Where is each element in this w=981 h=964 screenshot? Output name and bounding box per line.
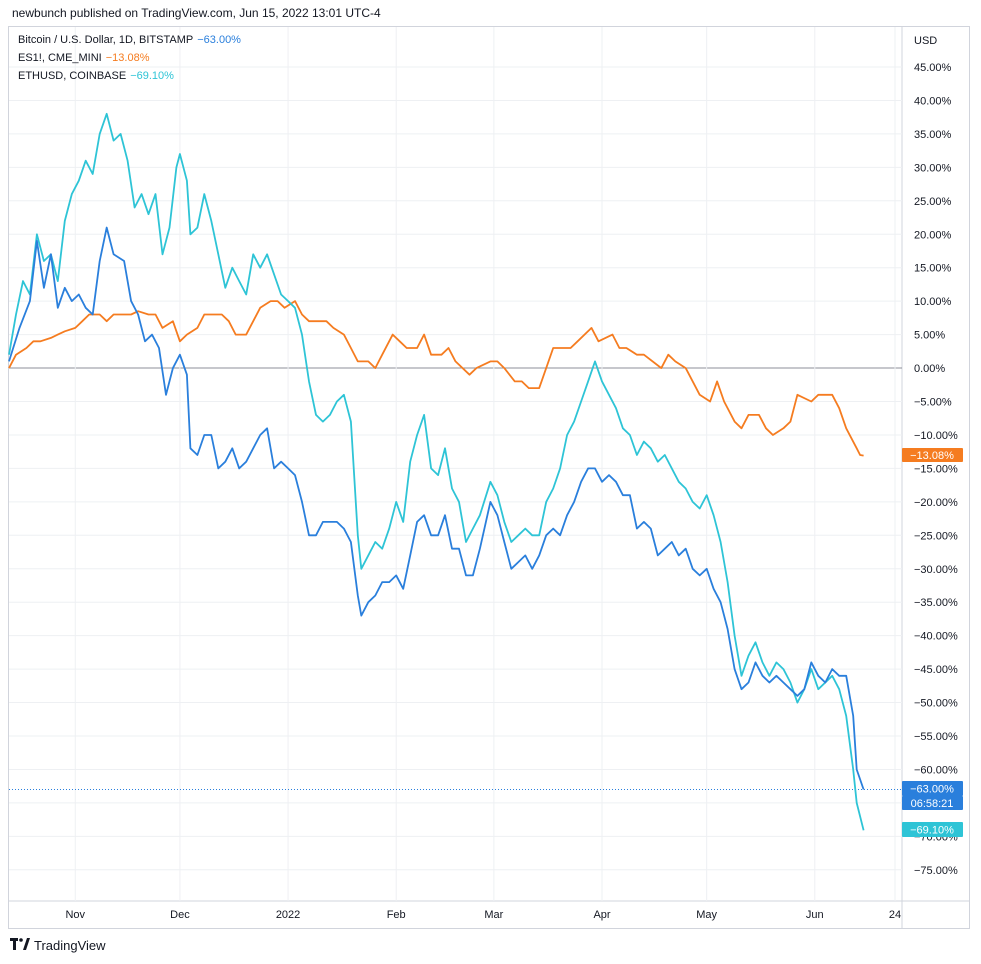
legend-item-btc[interactable]: Bitcoin / U.S. Dollar, 1D, BITSTAMP −63.0… (18, 34, 241, 46)
y-tick-label: 40.00% (914, 95, 952, 107)
y-tick-label: 15.00% (914, 263, 952, 275)
y-tick-label: 0.00% (914, 363, 945, 375)
y-tick-label: −40.00% (914, 631, 958, 643)
legend-label: ETHUSD, COINBASE (18, 70, 127, 82)
x-tick-label: Feb (387, 909, 406, 921)
y-tick-label: 20.00% (914, 229, 952, 241)
legend-value: −69.10% (130, 70, 174, 82)
badge-es (902, 448, 963, 462)
y-tick-label: 5.00% (914, 330, 945, 342)
x-tick-label: Nov (65, 909, 85, 921)
legend-item-eth[interactable]: ETHUSD, COINBASE −69.10% (18, 70, 174, 82)
legend-item-es[interactable]: ES1!, CME_MINI −13.08% (18, 52, 149, 64)
y-tick-label: −45.00% (914, 664, 958, 676)
chart-frame[interactable] (8, 26, 970, 929)
y-tick-label: −25.00% (914, 530, 958, 542)
series-lines (8, 112, 865, 831)
y-tick-label: 10.00% (914, 296, 952, 308)
tradingview-logo-icon (10, 938, 30, 953)
badge-btc (902, 781, 963, 796)
y-tick-label: −30.00% (914, 564, 958, 576)
badge-eth (902, 822, 963, 837)
badge-btc-text: −63.00% (910, 784, 954, 796)
legend-value: −13.08% (105, 52, 150, 64)
y-tick-label: −35.00% (914, 597, 958, 609)
y-tick-label: 30.00% (914, 162, 952, 174)
y-tick-label: 25.00% (914, 196, 952, 208)
x-axis: Nov Dec 2022 Feb Mar Apr May Jun 24 (65, 909, 901, 921)
y-tick-label: −10.00% (914, 430, 958, 442)
legend-label: Bitcoin / U.S. Dollar, 1D, BITSTAMP (18, 34, 194, 46)
series-line-eth (8, 112, 865, 831)
badge-eth-text: −69.10% (910, 825, 954, 837)
legend-label: ES1!, CME_MINI (18, 52, 102, 64)
x-tick-label: 24 (889, 909, 901, 921)
y-axis-unit: USD (914, 35, 937, 47)
publish-header: newbunch published on TradingView.com, J… (12, 6, 381, 20)
price-badges: −13.08% −63.00% 06:58:21 −69.10% (902, 448, 963, 837)
x-tick-label: May (696, 909, 717, 921)
x-tick-label: Mar (484, 909, 503, 921)
x-tick-label: Dec (170, 909, 190, 921)
y-tick-label: −55.00% (914, 731, 958, 743)
y-tick-label: −60.00% (914, 764, 958, 776)
y-tick-label: −50.00% (914, 698, 958, 710)
grid-lines (9, 27, 970, 928)
x-tick-label: Apr (593, 909, 610, 921)
legend-value: −63.00% (197, 34, 241, 46)
series-line-btc (8, 226, 865, 790)
badge-countdown (902, 796, 963, 810)
badge-countdown-text: 06:58:21 (911, 798, 954, 810)
y-tick-label: 35.00% (914, 129, 952, 141)
x-tick-label: Jun (806, 909, 824, 921)
y-tick-label: −75.00% (914, 865, 958, 877)
y-tick-label: 45.00% (914, 62, 952, 74)
x-tick-label: 2022 (276, 909, 300, 921)
y-tick-label: −5.00% (914, 397, 952, 409)
series-line-es (8, 300, 864, 457)
footer-brand[interactable]: TradingView (10, 938, 106, 953)
y-tick-label: −15.00% (914, 463, 958, 475)
y-tick-label: −20.00% (914, 497, 958, 509)
footer-brand-label: TradingView (34, 938, 106, 953)
badge-es-text: −13.08% (910, 450, 954, 462)
